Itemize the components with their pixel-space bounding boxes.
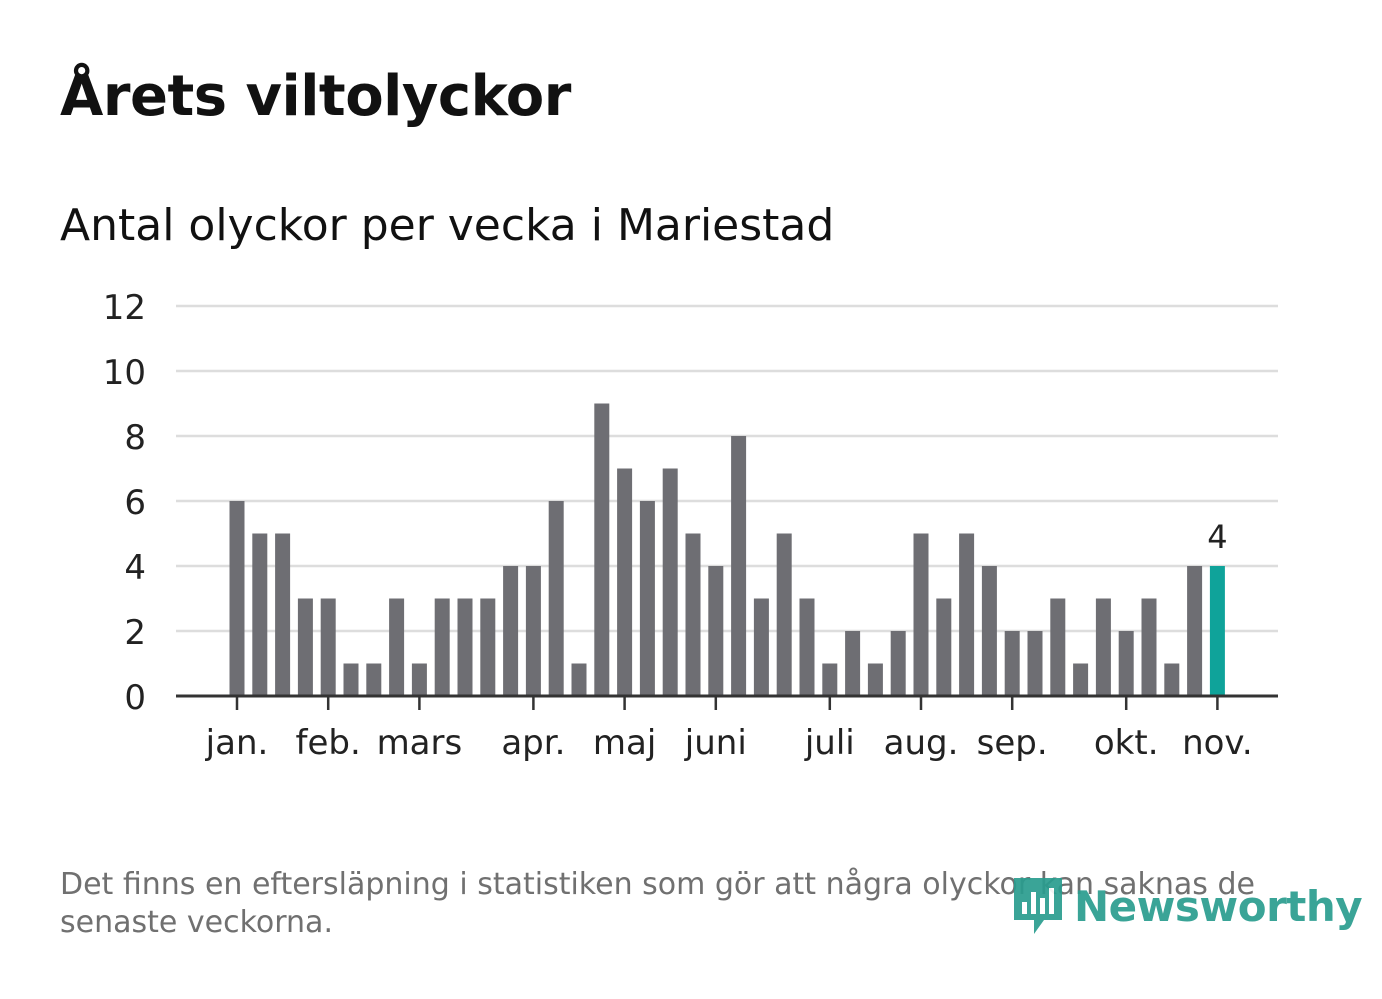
x-tick-label: maj bbox=[593, 723, 656, 763]
x-tick-label: juli bbox=[804, 723, 855, 763]
chart-title: Årets viltolyckor bbox=[60, 64, 571, 129]
bar bbox=[913, 533, 929, 696]
x-tick-label: aug. bbox=[884, 723, 959, 763]
bar bbox=[708, 566, 724, 696]
bar bbox=[503, 566, 519, 696]
bar bbox=[617, 468, 633, 696]
bar bbox=[343, 663, 359, 696]
bar bbox=[1118, 631, 1134, 696]
bar bbox=[731, 436, 747, 696]
y-tick-label: 12 bbox=[103, 288, 146, 328]
bar bbox=[320, 598, 336, 696]
bar bbox=[434, 598, 450, 696]
x-tick-label: nov. bbox=[1182, 723, 1253, 763]
bar bbox=[389, 598, 405, 696]
bar bbox=[959, 533, 975, 696]
bar bbox=[411, 663, 427, 696]
bar-chart-speech-bubble-icon bbox=[1014, 878, 1062, 934]
y-tick-label: 4 bbox=[124, 548, 146, 588]
x-tick-label: juni bbox=[684, 723, 747, 763]
bar bbox=[1027, 631, 1043, 696]
bar bbox=[639, 501, 655, 696]
x-tick-label: okt. bbox=[1094, 723, 1159, 763]
bar bbox=[981, 566, 997, 696]
bar bbox=[594, 403, 610, 696]
bar bbox=[1004, 631, 1020, 696]
bar bbox=[1073, 663, 1089, 696]
y-tick-label: 6 bbox=[124, 483, 146, 523]
bar bbox=[1141, 598, 1157, 696]
bar bbox=[753, 598, 769, 696]
bar bbox=[480, 598, 496, 696]
data-labels: 4 bbox=[1207, 518, 1227, 556]
bar bbox=[867, 663, 883, 696]
y-tick-label: 0 bbox=[124, 678, 146, 718]
bar bbox=[845, 631, 861, 696]
bar bbox=[890, 631, 906, 696]
y-axis-ticks: 0 2 4 6 8 10 12 bbox=[103, 288, 146, 718]
bars bbox=[229, 403, 1225, 696]
bar bbox=[1050, 598, 1066, 696]
x-tick-label: sep. bbox=[977, 723, 1048, 763]
y-tick-label: 10 bbox=[103, 353, 146, 393]
bar bbox=[571, 663, 587, 696]
bar bbox=[457, 598, 473, 696]
bar bbox=[252, 533, 268, 696]
x-tick-label: feb. bbox=[296, 723, 361, 763]
bar bbox=[936, 598, 952, 696]
bar bbox=[1095, 598, 1111, 696]
bar bbox=[275, 533, 291, 696]
x-tick-label: jan. bbox=[205, 723, 269, 763]
bar bbox=[685, 533, 701, 696]
bar bbox=[1164, 663, 1180, 696]
x-tick-label: mars bbox=[377, 723, 463, 763]
bar bbox=[366, 663, 382, 696]
y-tick-label: 8 bbox=[124, 418, 146, 458]
y-tick-label: 2 bbox=[124, 613, 146, 653]
x-tick-label: apr. bbox=[501, 723, 565, 763]
bar bbox=[525, 566, 541, 696]
brand-name: Newsworthy bbox=[1074, 881, 1363, 931]
bar bbox=[1187, 566, 1203, 696]
bar-highlight bbox=[1209, 566, 1225, 696]
bar bbox=[776, 533, 792, 696]
bar bbox=[229, 501, 245, 696]
bar bbox=[799, 598, 815, 696]
bar bbox=[822, 663, 838, 696]
highlight-value-label: 4 bbox=[1207, 518, 1227, 556]
x-axis-ticks: jan. feb. mars apr. maj juni juli aug. sep. okt. n… bbox=[205, 696, 1253, 763]
grid-lines bbox=[176, 304, 1278, 633]
bar bbox=[662, 468, 678, 696]
bar bbox=[548, 501, 564, 696]
bar bbox=[297, 598, 313, 696]
newsworthy-logo: Newsworthy bbox=[1010, 872, 1363, 940]
chart-subtitle: Antal olyckor per vecka i Mariestad bbox=[60, 200, 835, 251]
